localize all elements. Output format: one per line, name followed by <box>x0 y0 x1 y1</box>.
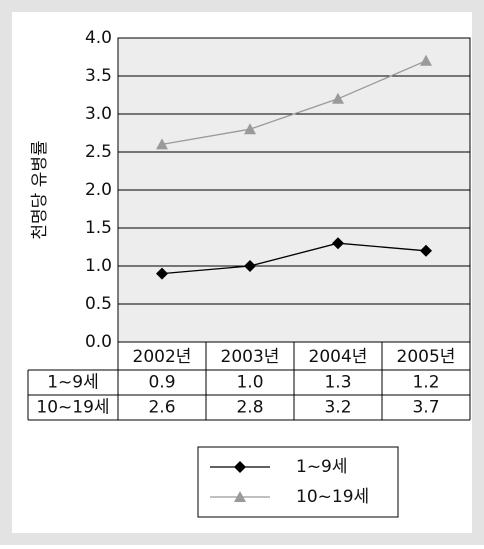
series-line <box>161 242 427 275</box>
legend-marker <box>234 491 246 502</box>
y-tick-label: 4.0 <box>85 28 112 48</box>
x-tick-label: 2002년 <box>133 347 192 367</box>
table-cell: 0.9 <box>148 373 175 393</box>
table-cell: 1.2 <box>412 373 439 393</box>
x-tick-label: 2005년 <box>397 347 456 367</box>
table-cell: 2.8 <box>236 398 263 418</box>
series-line <box>161 60 427 146</box>
y-tick-label: 3.0 <box>85 104 112 124</box>
table-cell: 3.2 <box>324 398 351 418</box>
point-marker <box>244 260 256 272</box>
point-marker <box>332 237 344 250</box>
point-marker <box>420 54 432 66</box>
point-marker <box>332 92 344 104</box>
table-cell: 3.7 <box>412 398 439 418</box>
y-tick-label: 1.5 <box>85 218 112 238</box>
point-marker <box>420 244 432 257</box>
point-marker <box>156 267 168 280</box>
y-axis-title: 천명당 유병률 <box>30 140 50 239</box>
point-marker <box>156 138 168 150</box>
table-cell: 2.6 <box>148 398 175 418</box>
x-tick-label: 2003년 <box>221 347 280 367</box>
point-marker <box>244 123 256 135</box>
y-tick-label: 3.5 <box>85 66 112 86</box>
legend-box <box>197 446 399 518</box>
y-tick-label: 2.5 <box>85 142 112 162</box>
legend-label: 10~19세 <box>296 487 369 507</box>
table-row-header: 1~9세 <box>47 373 99 393</box>
y-tick-label: 0.0 <box>85 332 112 352</box>
legend-marker <box>234 461 246 473</box>
y-tick-label: 1.0 <box>85 256 112 276</box>
table-cell: 1.0 <box>236 373 263 393</box>
table-cell: 1.3 <box>324 373 351 393</box>
x-tick-label: 2004년 <box>309 347 368 367</box>
y-tick-label: 2.0 <box>85 180 112 200</box>
y-tick-label: 0.5 <box>85 294 112 314</box>
table-row-header: 10~19세 <box>36 398 109 418</box>
legend-label: 1~9세 <box>296 457 348 477</box>
